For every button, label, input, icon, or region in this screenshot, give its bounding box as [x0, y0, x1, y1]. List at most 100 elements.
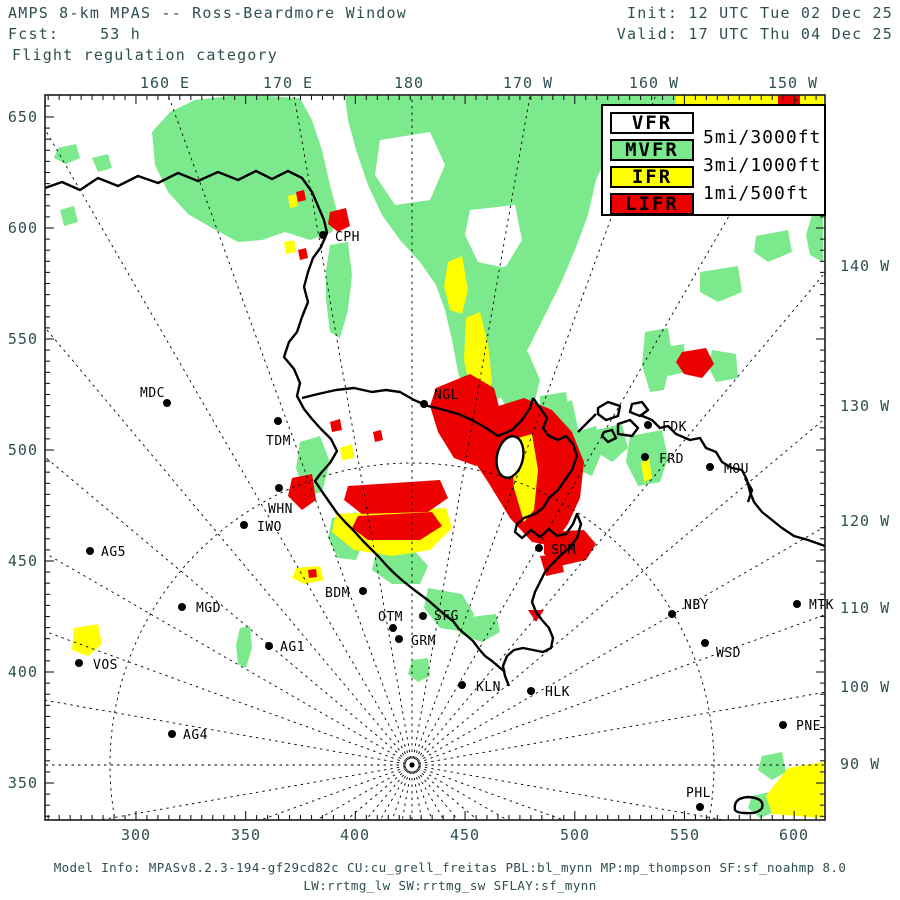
station-label-WSD: WSD — [716, 646, 741, 661]
station-marker-TDM — [274, 417, 282, 425]
station-label-AG4: AG4 — [183, 728, 208, 743]
axis-label-bottom: 300 — [121, 826, 151, 844]
station-marker-SFG — [419, 612, 427, 620]
axis-labels: 160 E 170 E 180 170 W 160 W 150 W 300 350 400 450… — [8, 74, 890, 844]
axis-label-top: 170 E — [263, 74, 313, 92]
coastline-path — [733, 795, 764, 815]
region-ifr — [340, 444, 354, 460]
region-ifr — [641, 458, 652, 482]
station-marker-HLK — [527, 687, 535, 695]
coastline-path — [577, 413, 597, 433]
station-marker-WSD — [701, 639, 709, 647]
region-mvfr — [54, 144, 80, 164]
axis-label-left: 500 — [8, 441, 38, 459]
init-time: Init: 12 UTC Tue 02 Dec 25 — [627, 4, 893, 22]
region-mvfr — [408, 658, 430, 682]
plot-frame — [44, 94, 826, 821]
station-label-MDC: MDC — [140, 386, 165, 401]
plot-border — [44, 94, 826, 821]
axis-label-left: 350 — [8, 774, 38, 792]
axis-label-bottom: 550 — [670, 826, 700, 844]
region-lifr — [296, 190, 306, 202]
island — [495, 435, 525, 479]
axis-label-right: 130 W — [840, 397, 890, 415]
station-label-NGL: NGL — [434, 388, 459, 403]
region-mvfr — [236, 626, 252, 668]
region-mvfr — [700, 266, 742, 302]
axis-label-top: 170 W — [503, 74, 553, 92]
region-mvfr — [754, 230, 792, 262]
station-marker-GRM — [395, 635, 403, 643]
station-marker-AG4 — [168, 730, 176, 738]
axis-label-left: 550 — [8, 330, 38, 348]
coastline-path — [628, 400, 650, 418]
station-label-SDM: SDM — [551, 543, 576, 558]
station-marker-PNE — [779, 721, 787, 729]
station-label-PNE: PNE — [796, 719, 821, 734]
coastline-path — [501, 397, 583, 687]
legend-threshold-3: 1mi/500ft — [703, 183, 810, 204]
station-marker-FDK — [644, 421, 652, 429]
station-marker-VOS — [75, 659, 83, 667]
station-marker-NBY — [668, 610, 676, 618]
region-mvfr — [492, 262, 532, 368]
station-marker-AG5 — [86, 547, 94, 555]
coastline — [45, 169, 825, 815]
region-ifr — [766, 762, 823, 818]
station-label-NBY: NBY — [684, 598, 709, 613]
latitude-circle — [109, 462, 715, 820]
model-info-line2: LW:rrtmg_lw SW:rrtmg_sw SFLAY:sf_mynn — [303, 878, 597, 893]
station-label-AG5: AG5 — [101, 545, 126, 560]
coastline-path — [743, 477, 754, 503]
coastline-path — [600, 428, 618, 444]
station-label-PHL: PHL — [686, 786, 711, 801]
axis-label-left: 650 — [8, 108, 38, 126]
region-ifr — [292, 566, 324, 584]
axis-label-right: 100 W — [840, 678, 890, 696]
region-mvfr — [460, 614, 500, 642]
axis-label-top: 150 W — [768, 74, 818, 92]
region-lifr — [308, 569, 317, 578]
station-marker-KLN — [458, 681, 466, 689]
coastline-path — [639, 413, 825, 548]
station-label-FDK: FDK — [662, 420, 687, 435]
axis-label-right: 90 W — [840, 755, 880, 773]
flight-category-legend: VFR MVFR IFR LIFR 5mi/3000ft 3mi/1000ft … — [601, 104, 826, 216]
legend-swatch-mvfr: MVFR — [610, 139, 694, 161]
forecast-hour: Fcst: 53 h — [8, 25, 141, 43]
region-mvfr — [326, 242, 352, 338]
axis-label-top: 160 E — [140, 74, 190, 92]
model-info-line1: Model Info: MPASv8.2.3-194-gf29cd82c CU:… — [53, 860, 847, 875]
axis-label-left: 400 — [8, 663, 38, 681]
station-marker-MOU — [706, 463, 714, 471]
station-label-VOS: VOS — [93, 658, 118, 673]
station-label-SFG: SFG — [434, 609, 459, 624]
legend-swatch-vfr: VFR — [610, 112, 694, 134]
station-label-TDM: TDM — [266, 434, 291, 449]
axis-label-bottom: 600 — [779, 826, 809, 844]
axis-label-bottom: 500 — [560, 826, 590, 844]
station-label-MGD: MGD — [196, 601, 221, 616]
station-marker-MTK — [793, 600, 801, 608]
legend-threshold-2: 3mi/1000ft — [703, 155, 822, 176]
legend-threshold-1: 5mi/3000ft — [703, 127, 822, 148]
coastline-path — [45, 169, 506, 673]
valid-time: Valid: 17 UTC Thu 04 Dec 25 — [616, 25, 893, 43]
region-mvfr — [658, 344, 686, 376]
product-name: Flight regulation category — [12, 46, 278, 64]
region-mvfr — [424, 588, 474, 632]
region-lifr — [298, 248, 308, 260]
region-mvfr — [60, 206, 78, 226]
stations: CPH MDC TDM NGL FDK FRD MOU WHN IWO AG5 SDM MGD BDM N… — [75, 230, 833, 811]
station-marker-WHN — [275, 484, 283, 492]
station-marker-MDC — [163, 399, 171, 407]
station-marker-BDM — [359, 587, 367, 595]
station-marker-PHL — [696, 803, 704, 811]
station-label-BDM: BDM — [325, 586, 350, 601]
station-label-HLK: HLK — [545, 685, 570, 700]
coastline-path — [596, 400, 622, 422]
station-marker-NGL — [420, 400, 428, 408]
